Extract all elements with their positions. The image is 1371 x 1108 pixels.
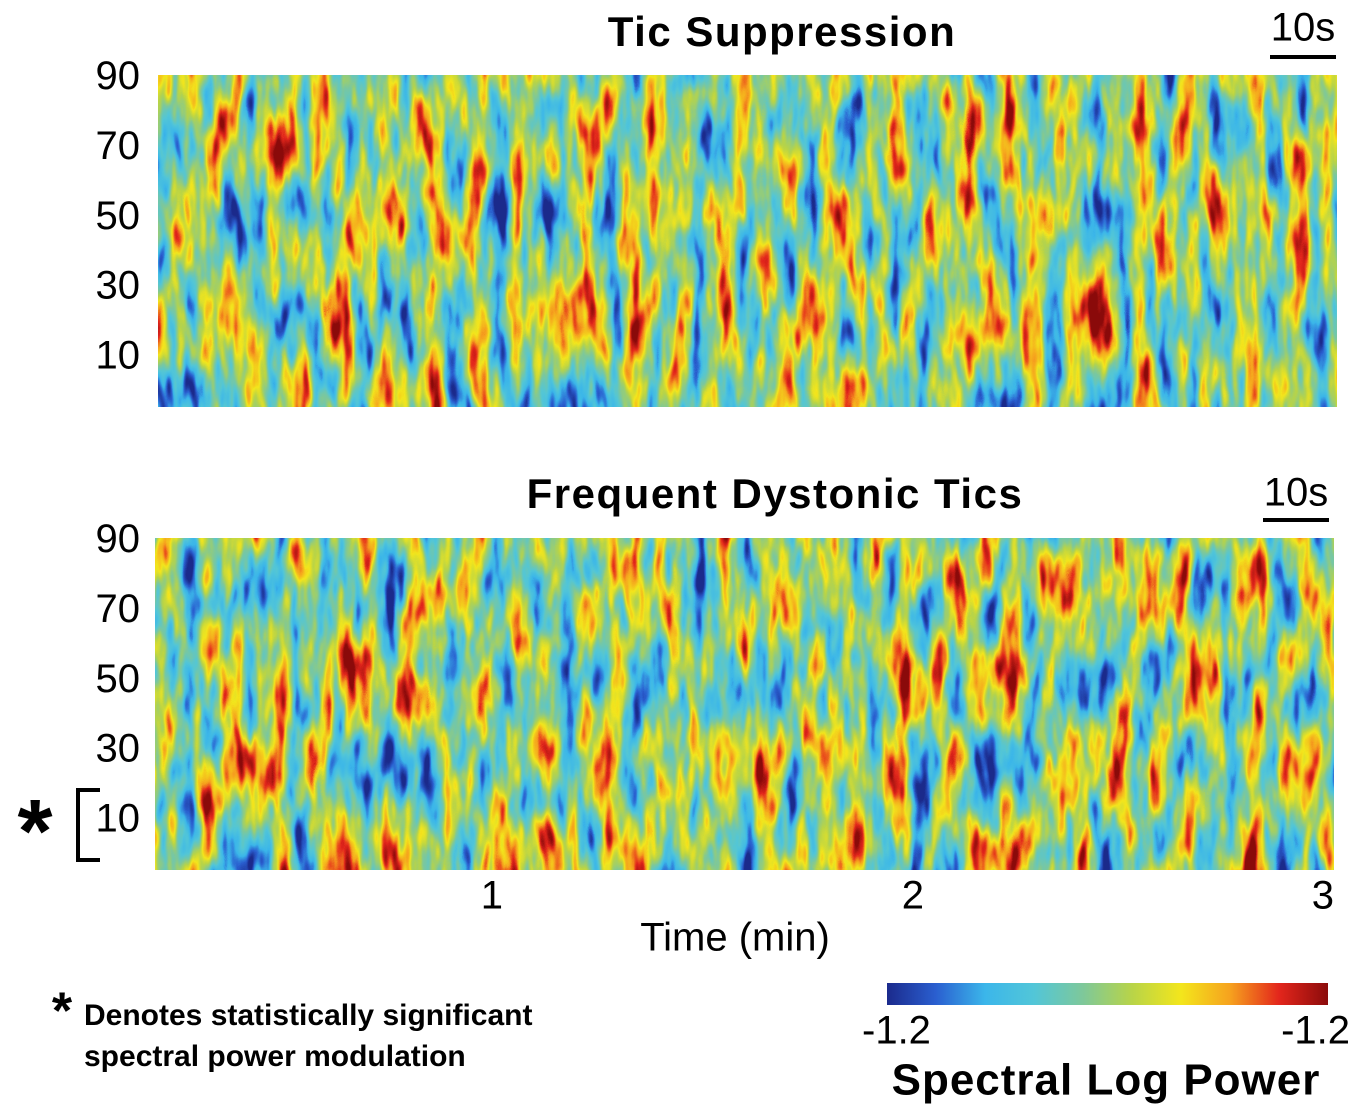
spectrogram-panel: Frequent Dystonic Tics 10s 10 30 50 70 90 1 2 3 Ti… (17, 470, 1350, 1105)
x-tick-label: 3 (1312, 874, 1334, 918)
significance-bracket (76, 788, 100, 862)
spectrogram-texture (158, 75, 1337, 407)
x-tick-label: 1 (481, 874, 503, 918)
colorbar-tick-label: -1.2 (862, 1009, 931, 1053)
y-tick-label: 30 (96, 264, 141, 308)
scale-bar-label: 10s (1271, 6, 1336, 50)
panel-title: Frequent Dystonic Tics (527, 470, 1024, 517)
panel-title: Tic Suppression (608, 8, 956, 55)
y-tick-label: 10 (96, 797, 141, 841)
y-tick-label: 10 (96, 334, 141, 378)
colorbar-tick-label: -1.2 (1281, 1009, 1350, 1053)
x-axis-label: Time (min) (640, 916, 830, 960)
y-tick-label: 50 (96, 657, 141, 701)
note-marker: * (52, 983, 73, 1041)
y-tick-label: 90 (96, 517, 141, 561)
x-tick-label: 2 (902, 874, 924, 918)
y-tick-label: 50 (96, 194, 141, 238)
colorbar (887, 983, 1328, 1005)
y-tick-label: 90 (96, 54, 141, 98)
y-tick-label: 30 (96, 727, 141, 771)
significance-marker: * (17, 782, 52, 882)
note-line: spectral power modulation (84, 1040, 466, 1073)
colorbar-label: Spectral Log Power (892, 1056, 1321, 1105)
note-line: Denotes statistically significant (84, 999, 532, 1032)
scale-bar-label: 10s (1264, 471, 1329, 515)
y-tick-label: 70 (96, 124, 141, 168)
spectrogram-panel: Tic Suppression 10s 10 30 50 70 90 (96, 6, 1337, 407)
spectrogram-texture (155, 538, 1334, 870)
y-tick-label: 70 (96, 587, 141, 631)
